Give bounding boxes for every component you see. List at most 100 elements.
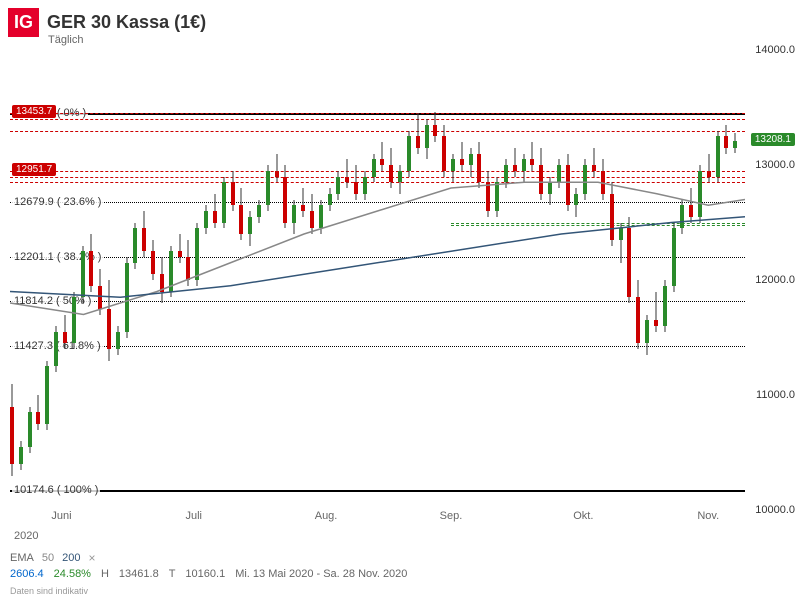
candle bbox=[716, 131, 720, 183]
candle bbox=[636, 280, 640, 349]
candle bbox=[54, 326, 58, 372]
candle bbox=[442, 125, 446, 177]
candle bbox=[477, 142, 481, 188]
candle bbox=[63, 315, 67, 350]
fib-line bbox=[10, 301, 745, 302]
candle bbox=[733, 133, 737, 154]
ig-logo: IG bbox=[8, 8, 39, 37]
candle bbox=[645, 315, 649, 355]
price-tag: 12951.7 bbox=[12, 163, 56, 176]
candle bbox=[257, 200, 261, 223]
resistance-line bbox=[10, 177, 745, 178]
stat-value-2: 24.58% bbox=[54, 568, 91, 580]
candle bbox=[698, 165, 702, 223]
candle bbox=[583, 159, 587, 199]
candle bbox=[266, 165, 270, 211]
candle bbox=[169, 246, 173, 298]
candle bbox=[689, 188, 693, 223]
resistance-line bbox=[10, 119, 745, 120]
candle bbox=[195, 223, 199, 286]
candle bbox=[372, 154, 376, 183]
candle bbox=[45, 361, 49, 430]
candle bbox=[522, 154, 526, 183]
candle bbox=[407, 131, 411, 177]
x-tick-label: Nov. bbox=[697, 510, 719, 522]
price-tag: 13208.1 bbox=[751, 133, 795, 146]
candle bbox=[486, 171, 490, 217]
candle bbox=[539, 148, 543, 200]
candle bbox=[319, 200, 323, 235]
candle bbox=[186, 240, 190, 286]
x-tick-label: Okt. bbox=[573, 510, 593, 522]
fib-line bbox=[10, 257, 745, 258]
high-label: H bbox=[101, 568, 109, 580]
y-tick-label: 14000.0 bbox=[755, 44, 795, 56]
candle bbox=[160, 257, 164, 303]
candle bbox=[72, 292, 76, 350]
candle bbox=[142, 211, 146, 257]
candle bbox=[627, 217, 631, 303]
ema-period-200: 200 bbox=[62, 552, 80, 564]
candle bbox=[19, 441, 23, 470]
candle bbox=[557, 159, 561, 188]
candle bbox=[513, 148, 517, 177]
chart-title: GER 30 Kassa (1€) bbox=[47, 12, 206, 33]
candle bbox=[724, 125, 728, 154]
candle bbox=[283, 165, 287, 228]
candle bbox=[107, 280, 111, 361]
candle bbox=[133, 223, 137, 269]
resistance-line bbox=[10, 171, 745, 172]
candle bbox=[222, 177, 226, 229]
chart-area[interactable]: 10000.011000.012000.013000.014000.013453… bbox=[10, 50, 745, 510]
x-tick-label: Juni bbox=[51, 510, 71, 522]
price-tag: 13453.7 bbox=[12, 105, 56, 118]
candle bbox=[328, 188, 332, 211]
candle bbox=[151, 240, 155, 280]
x-axis: JuniJuliAug.Sep.Okt.Nov. bbox=[10, 510, 745, 528]
candle bbox=[248, 211, 252, 246]
candle bbox=[363, 171, 367, 200]
candle bbox=[530, 142, 534, 171]
candle bbox=[275, 154, 279, 183]
x-tick-label: Juli bbox=[185, 510, 202, 522]
y-tick-label: 11000.0 bbox=[756, 389, 795, 401]
candle bbox=[213, 194, 217, 229]
ema-period-50: 50 bbox=[42, 552, 54, 564]
candle bbox=[178, 234, 182, 263]
candle bbox=[566, 154, 570, 212]
candle bbox=[301, 188, 305, 217]
candle bbox=[672, 223, 676, 292]
candle bbox=[239, 188, 243, 240]
candle bbox=[574, 188, 578, 217]
chart-subtitle: Täglich bbox=[48, 34, 83, 46]
candle bbox=[601, 159, 605, 199]
support-line bbox=[451, 225, 745, 226]
candle bbox=[707, 154, 711, 183]
close-icon[interactable]: × bbox=[88, 551, 95, 565]
candle bbox=[231, 171, 235, 211]
candle bbox=[81, 246, 85, 304]
candle bbox=[433, 112, 437, 142]
fib-line bbox=[10, 202, 745, 203]
indicator-panel: EMA 50 200 × 2606.4 24.58% H 13461.8 T 1… bbox=[10, 551, 745, 580]
y-tick-label: 12000.0 bbox=[755, 274, 795, 286]
fib-line bbox=[10, 490, 745, 492]
candle bbox=[354, 165, 358, 200]
ema-label: EMA bbox=[10, 552, 34, 564]
candle bbox=[416, 113, 420, 153]
candle bbox=[98, 269, 102, 315]
candle bbox=[469, 148, 473, 177]
candle bbox=[10, 384, 14, 476]
fib-label: 10174.6 ( 100% ) bbox=[12, 484, 100, 496]
candle bbox=[380, 142, 384, 171]
y-tick-label: 13000.0 bbox=[755, 159, 795, 171]
year-label: 2020 bbox=[14, 530, 38, 542]
candle bbox=[89, 234, 93, 292]
candle bbox=[116, 326, 120, 355]
candle bbox=[654, 292, 658, 332]
candle bbox=[204, 205, 208, 234]
candle bbox=[389, 148, 393, 188]
candle bbox=[125, 257, 129, 338]
x-tick-label: Sep. bbox=[440, 510, 463, 522]
candle bbox=[28, 407, 32, 453]
